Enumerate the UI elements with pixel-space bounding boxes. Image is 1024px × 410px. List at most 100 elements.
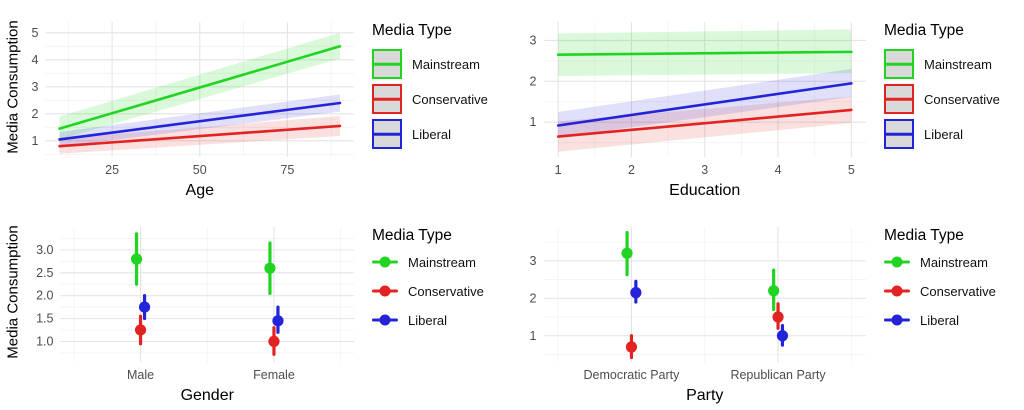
gender-plot: 1.0 1.5 2.0 2.5 3.0 Male Female Gender [36,227,354,404]
left-spacer [512,0,524,205]
point-conservative [625,341,638,353]
legend-key-point-mainstream [372,254,398,270]
y-axis-title-age: Media Consumption [0,0,26,205]
legend-key-line-conservative [374,97,400,101]
x-axis-tick-labels: Male Female [127,368,295,382]
y-tick-label: 2.0 [36,289,53,303]
panel-party: 1 2 3 Democratic Party Republican Party Party… [512,205,1024,410]
gridlines [60,227,354,362]
panel-gender: Media Consumption 1.0 1.5 2.0 2.5 3.0 Male Fem… [0,205,512,410]
panel-education: 1 2 3 1 2 3 4 5 Education Media Type Mainstream Co… [512,0,1024,205]
x-tick-label: 1 [555,163,562,177]
line-liberal [556,82,853,127]
y-axis-title-gender: Media Consumption [0,205,26,410]
legend-label-conservative: Conservative [408,283,484,299]
point-mainstream [768,285,780,297]
legend-label-mainstream: Mainstream [920,254,988,270]
point-conservative [772,311,784,323]
legend-item-liberal: Liberal [884,119,1024,149]
point-conservative [134,324,147,336]
line-mainstream [58,44,342,130]
panel-age: Media Consumption 1 2 3 4 5 25 50 75 Age Media T… [0,0,512,205]
x-tick-label: Democratic Party [584,368,681,382]
x-axis-tick-labels: 1 2 3 4 5 [555,163,855,177]
legend-label-liberal: Liberal [412,126,452,142]
legend-key-point-mainstream [884,254,910,270]
y-tick-label: 1.0 [36,334,53,348]
legend-key-point-conservative [372,283,398,299]
legend-key-line-conservative [886,97,912,101]
y-tick-label: 3 [530,254,537,268]
y-tick-label: 1 [530,329,537,343]
legend-key-dot-liberal [379,314,391,326]
y-tick-label: 2 [32,107,39,121]
point-liberal [776,330,789,342]
x-tick-label: Male [127,368,154,382]
legend-key-box-mainstream [372,49,402,79]
x-tick-label: 50 [193,163,207,177]
legend-item-conservative: Conservative [884,84,1024,114]
x-tick-label: 4 [775,163,782,177]
legend-key-line-mainstream [374,62,400,66]
legend-item-mainstream: Mainstream [884,254,1024,270]
line-liberal [58,101,342,141]
x-axis-tick-labels: Democratic Party Republican Party [584,368,827,382]
x-axis-title: Education [669,182,740,199]
party-plot: 1 2 3 Democratic Party Republican Party Party [530,227,866,404]
line-conservative [556,108,853,138]
line-conservative [58,124,342,148]
y-axis-tick-labels: 1.0 1.5 2.0 2.5 3.0 [36,243,53,349]
legend-label-liberal: Liberal [408,312,448,328]
legend-label-liberal: Liberal [924,126,964,142]
pointranges [130,232,284,356]
x-axis-tick-labels: 25 50 75 [105,163,294,177]
y-axis-title-text: Media Consumption [4,224,22,359]
legend-key-dot-conservative [891,285,903,297]
gridlines [543,22,866,157]
legend-key-point-liberal [372,312,398,328]
legend-key-dot-mainstream [891,256,903,268]
legend-key-line-mainstream [886,62,912,66]
legend-title: Media Type [884,227,964,244]
x-tick-label: Republican Party [730,368,826,382]
y-tick-label: 1.5 [36,312,53,326]
point-mainstream [621,247,633,259]
pointranges [621,231,789,360]
left-spacer [512,205,524,410]
legend-item-conservative: Conservative [884,283,1024,299]
trend-lines [58,44,342,148]
legend-key-box-conservative [372,84,402,114]
x-tick-label: 3 [701,163,708,177]
line-mainstream [556,50,853,57]
legend-item-conservative: Conservative [372,283,512,299]
legend-education: Media Type Mainstream Conservative Liberal [878,0,1024,205]
legend-label-liberal: Liberal [920,312,960,328]
x-tick-label: 5 [848,163,855,177]
legend-key-dot-liberal [891,314,903,326]
legend-title: Media Type [372,227,452,244]
legend-title: Media Type [884,22,964,39]
legend-item-liberal: Liberal [372,312,512,328]
x-axis-title: Gender [181,387,235,404]
y-axis-title-text: Media Consumption [4,19,22,154]
legend-key-point-liberal [884,312,910,328]
legend-item-mainstream: Mainstream [884,49,1024,79]
legend-key-box-conservative [884,84,914,114]
legend-key-dot-conservative [379,285,391,297]
legend-label-conservative: Conservative [412,91,488,107]
y-axis-tick-labels: 1 2 3 4 5 [32,26,39,148]
legend-item-conservative: Conservative [372,84,512,114]
legend-key-box-mainstream [884,49,914,79]
legend-item-mainstream: Mainstream [372,254,512,270]
point-mainstream [130,253,143,265]
x-axis-title: Party [686,387,723,404]
x-tick-label: 2 [628,163,635,177]
y-axis-tick-labels: 1 2 3 [530,33,537,129]
y-tick-label: 1 [530,115,537,129]
legend-label-mainstream: Mainstream [408,254,476,270]
x-tick-label: 75 [280,163,294,177]
legend-age: Media Type Mainstream Conservative Liberal [366,0,512,205]
legend-key-box-liberal [884,119,914,149]
legend-label-conservative: Conservative [920,283,996,299]
y-tick-label: 3 [32,80,39,94]
